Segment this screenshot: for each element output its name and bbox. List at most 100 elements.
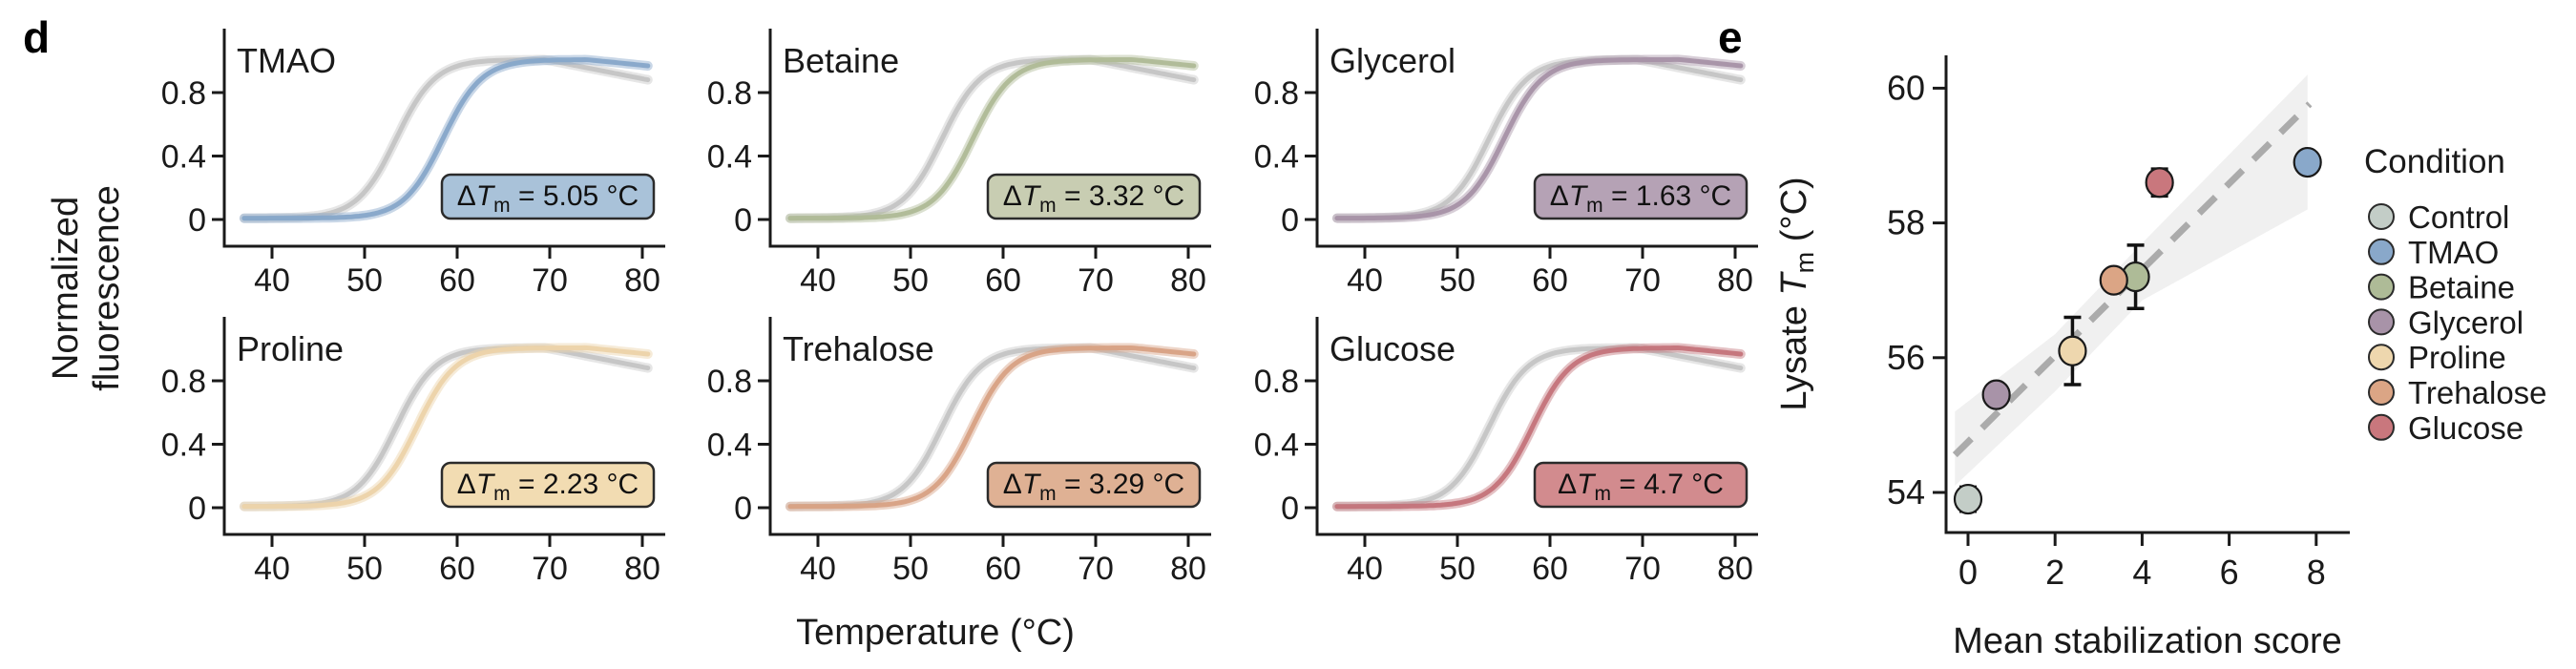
treatment-curve <box>787 345 1197 510</box>
x-tick-label: 60 <box>1532 262 1568 298</box>
point-glucose <box>2145 167 2174 199</box>
melt-chart-proline: 0 0.4 0.8 40 50 60 70 80 Proline ΔTm = 2.23 °C <box>161 317 665 587</box>
legend-title: Condition <box>2364 143 2505 180</box>
x-tick-label: 70 <box>532 262 568 298</box>
x-tick-label: 40 <box>1347 551 1383 586</box>
y-tick-label: 0.4 <box>1254 428 1299 464</box>
y-tick-label: 0.8 <box>1254 75 1299 112</box>
axes <box>1315 29 1758 248</box>
x-tick-label: 60 <box>985 262 1021 298</box>
y-tick-label: 0.8 <box>1254 364 1299 400</box>
melt-chart-glycerol: 0 0.4 0.8 40 50 60 70 80 Glycerol ΔTm = 1.63 °C <box>1254 29 1758 299</box>
y-tick-label: 0.8 <box>161 75 206 112</box>
melt-chart-glucose: 0 0.4 0.8 40 50 60 70 80 Glucose ΔTm = 4.7 °C <box>1254 317 1758 587</box>
x-tick-label: 50 <box>346 262 383 298</box>
subplot-glucose: 0 0.4 0.8 40 50 60 70 80 Glucose ΔTm = 4.7 °C <box>1246 288 1761 587</box>
point-tmao <box>2293 146 2322 178</box>
point-proline <box>2058 335 2087 366</box>
y-tick-label: 0.4 <box>1254 139 1299 176</box>
treatment-curve <box>1334 345 1744 510</box>
y-tick-label: 0.4 <box>707 428 752 464</box>
x-tick-label: 80 <box>1170 262 1206 298</box>
delta-tm-value: ΔTm = 2.23 °C <box>457 469 639 505</box>
legend-label-tmao: TMAO <box>2408 235 2499 270</box>
x-tick-label: 80 <box>624 551 660 586</box>
delta-tm-box <box>986 461 1202 509</box>
y-tick-label: 58 <box>1887 203 1925 242</box>
treatment-curve <box>241 56 651 221</box>
treatment-curve <box>1334 56 1744 221</box>
panel-e-label: e <box>1718 12 1743 62</box>
axes <box>1315 317 1758 536</box>
x-tick-label: 6 <box>2220 553 2239 592</box>
x-tick-label: 50 <box>1439 551 1476 586</box>
legend-swatch-betaine <box>2368 273 2395 301</box>
axes <box>768 317 1211 536</box>
delta-tm-value: ΔTm = 3.32 °C <box>1003 180 1184 217</box>
x-tick-label: 40 <box>254 262 290 298</box>
delta-tm-value: ΔTm = 3.29 °C <box>1003 469 1184 505</box>
x-tick-label: 8 <box>2307 553 2326 592</box>
x-tick-label: 80 <box>1717 262 1753 298</box>
x-tick-label: 50 <box>1439 262 1476 298</box>
y-tick-label: 0.4 <box>707 139 752 176</box>
delta-tm-value: ΔTm = 5.05 °C <box>457 180 639 217</box>
treatment-curve <box>787 57 1197 221</box>
x-tick-label: 60 <box>985 551 1021 586</box>
subplot-title: Proline <box>237 329 344 368</box>
scatter-chart: 0 2 4 6 8 54 56 58 60 Mean stabilization score Lys… <box>1774 55 2547 661</box>
axes <box>222 29 665 248</box>
panel-d-y-axis-label-line1: Normalized <box>46 196 86 381</box>
y-tick-label: 0.8 <box>161 364 206 400</box>
subplot-betaine: 0 0.4 0.8 40 50 60 70 80 Betaine ΔTm = 3.32 °C <box>699 0 1214 299</box>
y-tick-label: 0.8 <box>707 364 752 400</box>
legend-label-control: Control <box>2408 199 2509 235</box>
point-trehalose <box>2099 264 2128 296</box>
axes <box>1944 55 2350 534</box>
y-tick-label: 0 <box>734 491 752 527</box>
point-glycerol <box>1981 379 2011 410</box>
legend-label-glucose: Glucose <box>2408 410 2524 446</box>
x-tick-label: 70 <box>1624 262 1661 298</box>
x-tick-label: 70 <box>1624 551 1661 586</box>
y-tick-label: 0 <box>1281 202 1299 239</box>
melt-chart-trehalose: 0 0.4 0.8 40 50 60 70 80 Trehalose ΔTm = 3.29 °C <box>707 317 1211 587</box>
y-tick-label: 0 <box>188 202 206 239</box>
subplot-tmao: 0 0.4 0.8 40 50 60 70 80 TMAO ΔTm = 5.05 °C <box>153 0 668 299</box>
x-tick-label: 2 <box>2045 553 2064 592</box>
panel-d-y-axis-label: Normalized fluorescence <box>46 59 136 517</box>
x-tick-label: 40 <box>800 262 836 298</box>
legend-swatch-trehalose <box>2368 379 2395 406</box>
x-tick-label: 50 <box>892 262 929 298</box>
subplot-title: Trehalose <box>783 329 934 368</box>
x-tick-label: 40 <box>254 551 290 586</box>
subplot-title: Betaine <box>783 41 899 80</box>
legend-label-proline: Proline <box>2408 340 2506 375</box>
melt-chart-betaine: 0 0.4 0.8 40 50 60 70 80 Betaine ΔTm = 3.32 °C <box>707 29 1211 299</box>
subplot-glycerol: 0 0.4 0.8 40 50 60 70 80 Glycerol ΔTm = 1.63 °C <box>1246 0 1761 299</box>
subplot-title: Glycerol <box>1330 41 1456 80</box>
x-tick-label: 70 <box>532 551 568 586</box>
y-tick-label: 0.4 <box>161 428 206 464</box>
delta-tm-box <box>440 173 656 220</box>
legend-label-glycerol: Glycerol <box>2408 304 2524 340</box>
x-tick-label: 60 <box>1532 551 1568 586</box>
delta-tm-value: ΔTm = 4.7 °C <box>1558 469 1724 505</box>
y-tick-label: 0 <box>188 491 206 527</box>
melt-chart-tmao: 0 0.4 0.8 40 50 60 70 80 TMAO ΔTm = 5.05 °C <box>161 29 665 299</box>
x-tick-label: 60 <box>439 551 475 586</box>
y-tick-label: 0.8 <box>707 75 752 112</box>
axes <box>768 29 1211 248</box>
y-tick-label: 54 <box>1887 472 1925 512</box>
y-tick-label: 60 <box>1887 68 1925 107</box>
panel-d-label: d <box>23 12 51 62</box>
scatter-x-axis-label: Mean stabilization score <box>1953 621 2342 661</box>
panel-d-y-axis-label-line2: fluorescence <box>87 185 128 391</box>
subplot-proline: 0 0.4 0.8 40 50 60 70 80 Proline ΔTm = 2.23 °C <box>153 288 668 587</box>
x-tick-label: 40 <box>1347 262 1383 298</box>
x-tick-label: 50 <box>346 551 383 586</box>
legend-swatch-proline <box>2368 344 2395 371</box>
x-tick-label: 80 <box>1717 551 1753 586</box>
y-tick-label: 0.4 <box>161 139 206 176</box>
